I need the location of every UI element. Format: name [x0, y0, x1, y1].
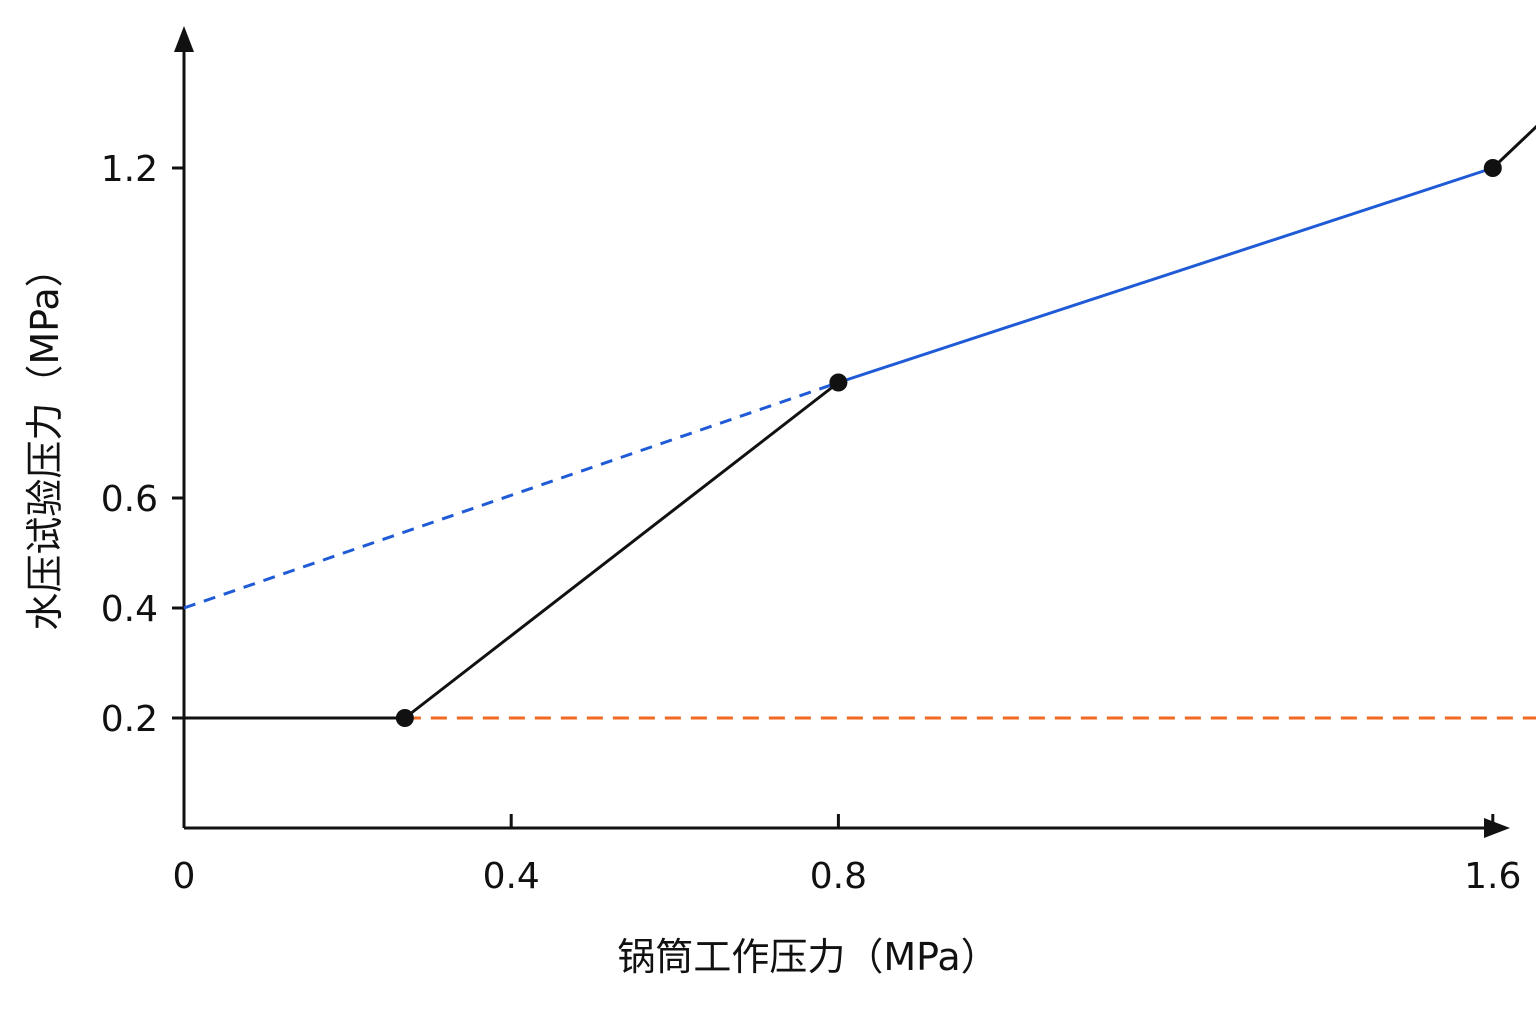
y-tick-label: 0.4: [101, 589, 158, 630]
data-point: [1483, 159, 1502, 177]
main-curve-extension: [1491, 124, 1536, 170]
x-tick-label: 0.8: [810, 856, 867, 897]
y-ticks: 0.2 0.4 0.6 1.2: [101, 149, 184, 740]
x-axis-title: 锅筒工作压力（MPa）: [617, 935, 998, 979]
axes: [174, 26, 1510, 838]
y-tick-label: 0.6: [101, 479, 158, 520]
y-tick-label: 0.2: [101, 699, 158, 740]
x-axis-arrow: [1484, 818, 1510, 838]
x-tick-label: 0.4: [483, 856, 540, 897]
main-curve-rise: [403, 381, 840, 720]
x-origin-label: 0: [173, 856, 196, 897]
y-tick-label: 1.2: [101, 149, 158, 190]
blue-dashed-extension: [183, 381, 839, 610]
blue-solid-segment: [837, 166, 1494, 384]
points-layer: [395, 159, 1502, 727]
x-tick-label: 1.6: [1464, 856, 1521, 897]
y-axis-arrow: [174, 26, 194, 52]
y-axis-title: 水压试验压力（MPa）: [23, 249, 67, 630]
x-ticks: 0.4 0.8 1.6: [483, 814, 1521, 897]
data-point: [395, 709, 414, 727]
series-layer: [183, 124, 1536, 720]
data-point: [829, 373, 848, 392]
